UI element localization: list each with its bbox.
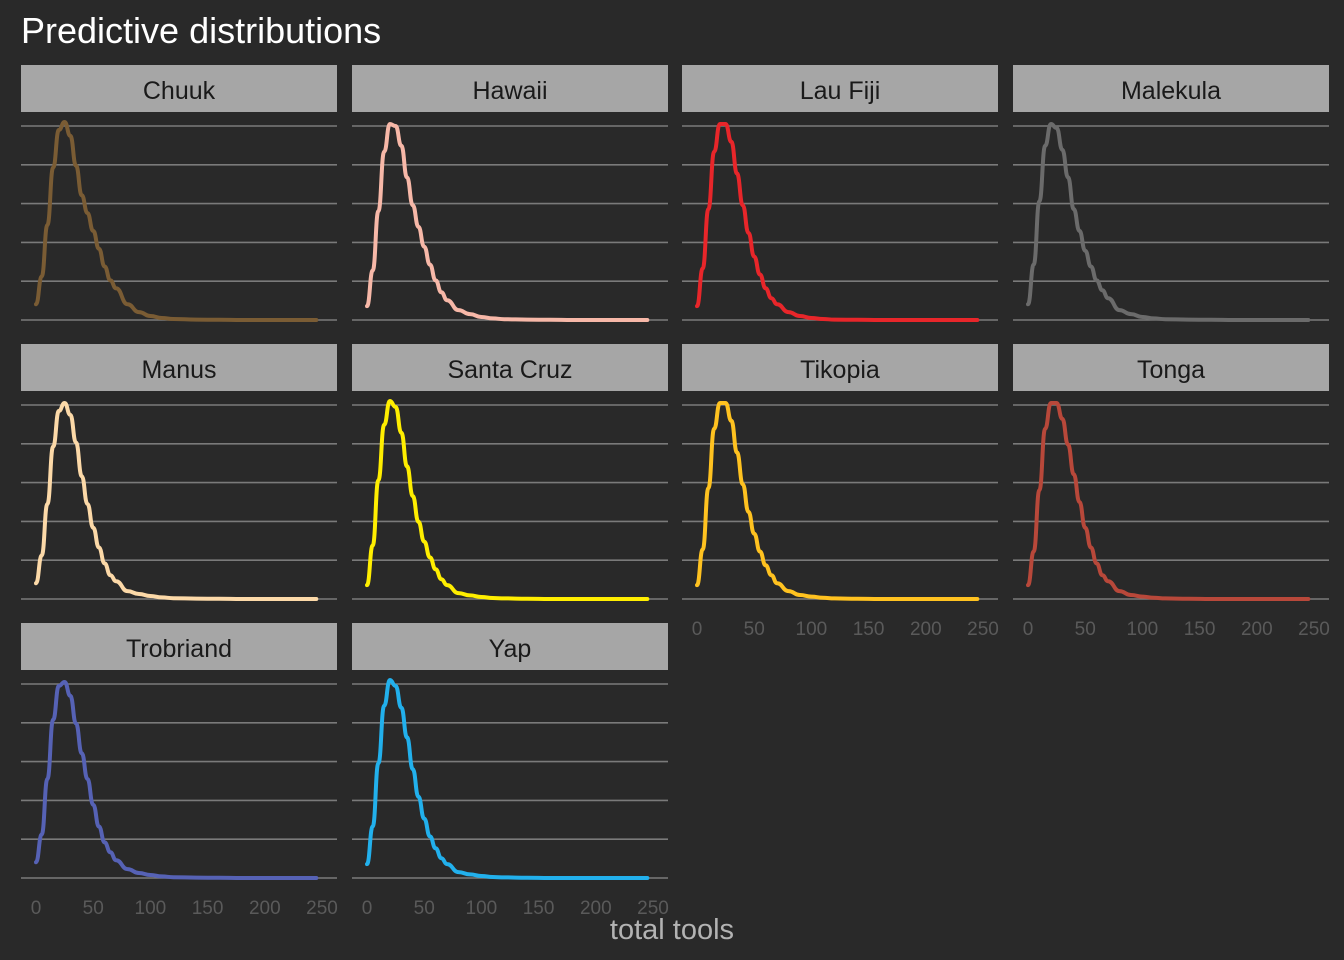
facet-tonga: Tonga 0 50 100 150 200 250 — [1013, 344, 1330, 640]
facet-hawaii: Hawaii — [352, 65, 668, 323]
x-tick-label: 50 — [744, 619, 765, 640]
x-tick-label: 150 — [523, 898, 555, 919]
series-line-trobriand — [34, 680, 319, 880]
x-tick-label: 200 — [1241, 619, 1273, 640]
facet-trobriand: Trobriand 0 50 100 150 200 250 — [21, 623, 338, 919]
x-tick-label: 250 — [1298, 619, 1330, 640]
series-line-lau-fiji — [695, 122, 980, 323]
facet-label: Yap — [489, 635, 532, 663]
facet-strip — [1013, 65, 1329, 112]
x-tick-label: 200 — [580, 898, 612, 919]
x-tick-label: 200 — [910, 619, 942, 640]
series-line-tonga — [1026, 401, 1311, 601]
x-tick-label: 100 — [796, 619, 828, 640]
x-axis-label: total tools — [609, 914, 735, 946]
x-tick-label: 0 — [692, 619, 703, 640]
x-tick-label: 200 — [249, 898, 281, 919]
x-tick-label: 0 — [362, 898, 373, 919]
facet-santa-cruz: Santa Cruz — [352, 344, 668, 601]
facet-label: Lau Fiji — [800, 77, 881, 105]
facet-tikopia: Tikopia 0 50 100 150 200 250 — [682, 344, 999, 640]
facet-label: Santa Cruz — [447, 356, 572, 384]
chart-title: Predictive distributions — [21, 10, 382, 51]
facet-label: Trobriand — [126, 635, 232, 663]
x-tick-label: 0 — [31, 898, 42, 919]
facet-label: Tikopia — [800, 356, 880, 384]
facet-malekula: Malekula — [1013, 65, 1329, 323]
facet-strip — [352, 623, 668, 670]
facet-strip — [21, 623, 337, 670]
x-tick-label: 250 — [637, 898, 669, 919]
x-tick-label: 50 — [1075, 619, 1096, 640]
series-line-tikopia — [695, 401, 980, 601]
x-tick-label: 150 — [192, 898, 224, 919]
facet-manus: Manus — [21, 344, 337, 601]
facet-strip — [682, 65, 998, 112]
facet-strip — [352, 65, 668, 112]
x-tick-label: 50 — [414, 898, 435, 919]
facet-label: Chuuk — [143, 77, 216, 105]
series-line-hawaii — [365, 122, 650, 323]
series-line-santa-cruz — [365, 399, 650, 601]
x-tick-label: 0 — [1023, 619, 1034, 640]
facet-label: Hawaii — [472, 77, 547, 105]
facet-lau-fiji: Lau Fiji — [682, 65, 998, 323]
x-tick-label: 150 — [853, 619, 885, 640]
x-tick-label: 250 — [306, 898, 338, 919]
x-tick-label: 150 — [1184, 619, 1216, 640]
facet-label: Malekula — [1121, 77, 1221, 105]
series-line-malekula — [1026, 122, 1311, 323]
x-tick-label: 100 — [135, 898, 167, 919]
series-line-manus — [34, 401, 319, 601]
x-tick-label: 50 — [83, 898, 104, 919]
series-line-yap — [365, 678, 650, 880]
series-line-chuuk — [34, 120, 319, 323]
facet-yap: Yap 0 50 100 150 200 250 — [352, 623, 669, 919]
facet-label: Manus — [141, 356, 216, 384]
facet-strip — [21, 344, 337, 391]
facet-strip — [682, 344, 998, 391]
x-tick-label: 100 — [1127, 619, 1159, 640]
facet-label: Tonga — [1137, 356, 1205, 384]
x-tick-label: 100 — [466, 898, 498, 919]
facet-strip — [21, 65, 337, 112]
facet-strip — [1013, 344, 1329, 391]
facet-chuuk: Chuuk — [21, 65, 337, 323]
x-tick-label: 250 — [967, 619, 999, 640]
facet-strip — [352, 344, 668, 391]
